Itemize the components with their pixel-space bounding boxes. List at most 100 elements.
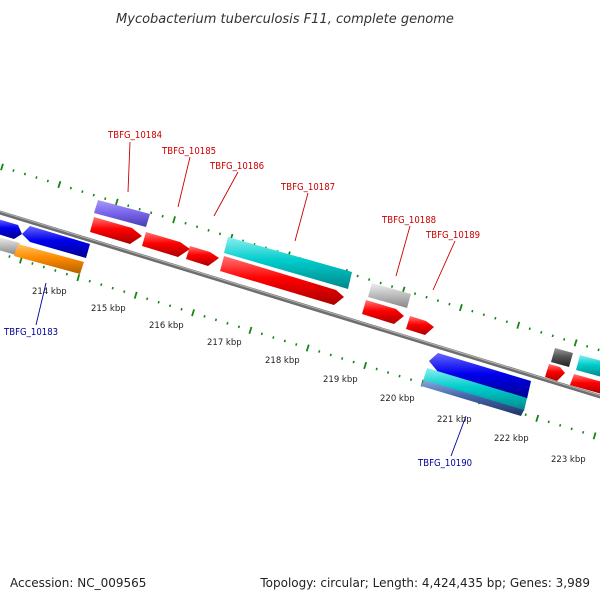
- gene-features: [0, 200, 600, 416]
- feature-cyan-1[interactable]: [224, 237, 352, 289]
- label-leader-lines: [35, 141, 467, 457]
- minor-tick: [540, 330, 543, 334]
- scale-label-220: 220 kbp: [380, 394, 415, 404]
- feature-red-4[interactable]: [220, 256, 344, 305]
- minor-tick: [505, 320, 508, 324]
- gene-label-tbfg-10187[interactable]: TBFG_10187: [280, 182, 335, 193]
- major-tick: [172, 216, 176, 224]
- feature-red-3[interactable]: [186, 246, 219, 266]
- feature-red-2[interactable]: [142, 232, 190, 257]
- feature-gray-1[interactable]: [368, 283, 411, 308]
- backbone-highlight: [0, 211, 600, 396]
- leader-tbfg-10186: [213, 171, 239, 217]
- minor-tick: [413, 292, 417, 296]
- minor-tick: [570, 427, 573, 431]
- gene-label-tbfg-10190[interactable]: TBFG_10190: [417, 458, 472, 469]
- feature-blue-reverse[interactable]: [429, 353, 531, 399]
- gene-label-tbfg-10186[interactable]: TBFG_10186: [209, 161, 264, 172]
- gene-label-tbfg-10183[interactable]: TBFG_10183: [3, 327, 58, 338]
- minor-tick: [586, 344, 589, 348]
- minor-tick: [46, 179, 49, 183]
- minor-tick: [157, 300, 160, 304]
- minor-tick: [559, 423, 562, 427]
- gene-label-tbfg-10185[interactable]: TBFG_10185: [161, 146, 216, 157]
- feature-red-5[interactable]: [362, 300, 404, 324]
- minor-tick: [425, 295, 428, 299]
- scale-label-215: 215 kbp: [91, 304, 126, 314]
- feature-red-right-1[interactable]: [545, 364, 565, 381]
- minor-tick: [482, 313, 485, 317]
- major-tick: [191, 309, 195, 317]
- minor-tick: [528, 327, 531, 331]
- scale-labels: 214 kbp 215 kbp 216 kbp 217 kbp 218 kbp …: [32, 287, 586, 465]
- minor-tick: [111, 286, 114, 290]
- gene-labels: TBFG_10183 TBFG_10184 TBFG_10185 TBFG_10…: [3, 130, 480, 469]
- feature-cyan-right[interactable]: [576, 355, 600, 377]
- major-tick: [57, 180, 62, 189]
- minor-tick: [436, 299, 440, 303]
- scale-label-218: 218 kbp: [265, 356, 300, 366]
- major-tick: [114, 198, 119, 206]
- minor-tick: [283, 339, 286, 343]
- major-tick: [535, 414, 540, 422]
- major-tick: [363, 361, 368, 370]
- feature-orange-left[interactable]: [14, 244, 84, 274]
- feature-cyan-reverse[interactable]: [423, 368, 527, 411]
- minor-tick: [65, 272, 68, 276]
- minor-tick: [260, 332, 263, 336]
- minor-tick: [31, 262, 34, 265]
- minor-tick: [168, 304, 172, 308]
- major-tick: [592, 432, 597, 440]
- minor-tick: [551, 334, 554, 338]
- major-tick: [305, 344, 310, 352]
- feature-gray-left[interactable]: [0, 237, 20, 255]
- minor-tick: [597, 348, 600, 352]
- minor-tick: [226, 321, 229, 325]
- minor-tick: [127, 204, 130, 208]
- minor-tick: [35, 176, 38, 179]
- feature-red-6[interactable]: [406, 316, 434, 335]
- backbone: [0, 210, 600, 399]
- minor-tick: [272, 336, 275, 339]
- minor-tick: [448, 302, 451, 306]
- minor-tick: [390, 285, 394, 288]
- minor-tick: [368, 278, 371, 281]
- scale-label-217: 217 kbp: [207, 338, 242, 348]
- minor-tick: [547, 420, 550, 424]
- backbone-line: [0, 210, 600, 399]
- scale-label-223: 223 kbp: [551, 455, 586, 465]
- minor-tick: [386, 371, 390, 374]
- feature-purple[interactable]: [94, 200, 150, 227]
- map-title: Mycobacterium tuberculosis F11, complete…: [116, 12, 454, 27]
- minor-tick: [161, 214, 164, 218]
- minor-tick: [494, 316, 497, 320]
- minor-tick: [12, 169, 15, 172]
- feature-red-1[interactable]: [90, 217, 142, 244]
- feature-blue-left[interactable]: [22, 226, 90, 258]
- minor-tick: [563, 337, 566, 341]
- minor-tick: [341, 357, 344, 360]
- minor-tick: [88, 279, 91, 283]
- gene-label-tbfg-10189[interactable]: TBFG_10189: [425, 230, 480, 241]
- minor-tick: [318, 350, 321, 353]
- feature-blue-far-left[interactable]: [0, 219, 22, 239]
- leader-tbfg-10189: [432, 240, 456, 291]
- leader-tbfg-10183: [35, 282, 47, 326]
- minor-tick: [23, 172, 27, 176]
- major-tick: [0, 163, 4, 171]
- feature-dark-right[interactable]: [551, 348, 573, 367]
- feature-steel-reverse[interactable]: [421, 380, 524, 416]
- minor-tick: [123, 290, 126, 294]
- scale-label-219: 219 kbp: [323, 375, 358, 385]
- gene-label-tbfg-10184[interactable]: TBFG_10184: [107, 130, 162, 141]
- minor-tick: [146, 297, 149, 301]
- minor-tick: [295, 343, 298, 346]
- genome-summary-text: Topology: circular; Length: 4,424,435 bp…: [259, 576, 590, 590]
- minor-tick: [218, 232, 222, 236]
- feature-red-right-2[interactable]: [570, 374, 600, 394]
- minor-tick: [524, 413, 527, 417]
- minor-tick: [356, 274, 359, 278]
- gene-label-tbfg-10188[interactable]: TBFG_10188: [381, 215, 436, 226]
- scale-label-214: 214 kbp: [32, 287, 67, 297]
